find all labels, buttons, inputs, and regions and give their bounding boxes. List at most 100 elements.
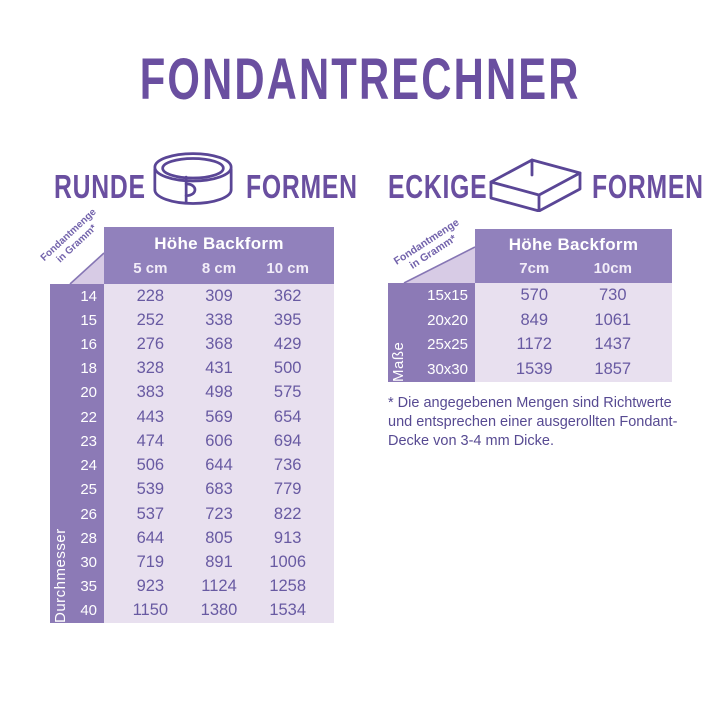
table-row: 328 431 500 [116,357,322,381]
data-cell: 730 [598,285,627,304]
data-cell: 1437 [594,335,632,354]
table-body: Durchmesser 14 15 16 18 20 22 23 24 25 26 28 30 35 40… [50,284,334,623]
row-label-column: Maße 15x15 20x20 25x25 30x30 [388,283,475,382]
data-cell: 1534 [269,601,307,620]
row-label: 20 [80,384,97,402]
data-cell: 338 [205,310,233,329]
table-row: 474 606 694 [116,429,322,453]
data-cell: 923 [136,577,165,596]
data-cell: 368 [205,335,233,354]
round-label-left: RUNDE [54,168,146,205]
table-row: 849 1061 [495,308,652,333]
row-label: 16 [80,336,97,354]
data-cell: 683 [205,480,233,499]
section-header-round: RUNDE FORMEN [54,147,357,213]
data-cell: 328 [136,359,165,378]
data-cell: 498 [205,383,233,402]
square-label-left: ECKIGE [388,168,488,205]
column-header: 10cm [593,260,632,277]
data-cell: 276 [136,335,165,354]
data-cell: 539 [136,480,165,499]
data-cell: 694 [273,431,302,450]
table-header: Höhe Backform 5 cm 8 cm 10 cm [104,227,334,284]
corner-cell: Fondantmenge in Gramm* [39,207,104,284]
row-label: 28 [80,529,97,547]
data-cell: 395 [273,310,302,329]
table-row: 228 309 362 [116,284,322,308]
column-headers: 5 cm 8 cm 10 cm [104,260,334,284]
table-row: 383 498 575 [116,381,322,405]
data-cell: 431 [205,359,233,378]
row-label: 26 [80,505,97,523]
table-row: 276 368 429 [116,332,322,356]
square-label-right: FORMEN [592,168,704,205]
table-row: 1150 1380 1534 [116,599,322,623]
row-label: 18 [80,360,97,378]
column-header: 5 cm [133,260,168,277]
table-row: 644 805 913 [116,526,322,550]
row-label: 14 [80,287,97,305]
data-cell: 805 [205,528,233,547]
data-cell: 1380 [200,601,238,620]
data-cell: 913 [273,528,302,547]
column-header: 7cm [519,260,550,277]
column-group-title: Höhe Backform [508,235,639,254]
data-cell: 736 [273,456,302,475]
data-cell: 506 [136,456,165,475]
page-title: FONDANTRECHNER [0,46,720,113]
row-label: 15 [80,311,97,329]
data-cell: 1857 [594,360,632,379]
data-cell: 474 [136,431,165,450]
table-row: 537 723 822 [116,502,322,526]
data-cell: 1006 [269,553,307,572]
row-label: 30x30 [427,361,468,379]
data-cell: 228 [136,286,165,305]
square-baking-frame-icon [488,148,584,212]
table-row: 719 891 1006 [116,550,322,574]
row-label: 23 [80,432,97,450]
table-row: 443 569 654 [116,405,322,429]
data-cell: 1258 [269,577,307,596]
row-axis-label: Durchmesser [52,528,69,623]
data-grid: 228 309 362 252 338 395 276 368 429 328 431 500 383 4… [104,284,334,623]
row-label: 30 [80,554,97,572]
data-cell: 1539 [515,360,553,379]
table-row: 252 338 395 [116,308,322,332]
row-label: 15x15 [427,286,468,304]
table-header: Höhe Backform 7cm 10cm [475,229,672,283]
table-row: 539 683 779 [116,478,322,502]
data-cell: 429 [273,335,302,354]
data-cell: 1061 [594,310,632,329]
table-row: 923 1124 1258 [116,575,322,599]
column-group-title: Höhe Backform [154,234,284,253]
data-cell: 1124 [201,577,237,596]
row-axis-label: Maße [390,341,407,382]
data-cell: 644 [205,456,233,475]
row-label-column: Durchmesser 14 15 16 18 20 22 23 24 25 26 28 30 35 40 [50,284,104,623]
data-cell: 1150 [132,601,169,620]
table-row: 1172 1437 [495,333,652,358]
data-cell: 891 [205,553,233,572]
footnote: * Die angegebenen Mengen sind Richtwerte… [388,395,678,449]
data-cell: 1172 [516,335,552,354]
data-cell: 500 [273,359,302,378]
corner-cell: Fondantmenge in Gramm* [388,217,475,283]
row-label: 24 [80,457,97,475]
data-cell: 654 [273,407,302,426]
data-cell: 606 [205,431,233,450]
data-cell: 723 [205,504,233,523]
data-cell: 822 [273,504,302,523]
data-cell: 537 [136,504,165,523]
round-cake-ring-icon [148,148,238,212]
table-row: 1539 1857 [495,357,652,382]
data-cell: 849 [520,310,549,329]
data-cell: 569 [205,407,233,426]
row-label: 25 [80,481,97,499]
row-label: 35 [80,578,97,596]
table-body: Maße 15x15 20x20 25x25 30x30 570 730 849 1061 1… [388,283,672,382]
column-header: 10 cm [266,260,309,277]
table-row: 570 730 [495,283,652,308]
data-cell: 719 [136,553,165,572]
data-cell: 575 [273,383,302,402]
